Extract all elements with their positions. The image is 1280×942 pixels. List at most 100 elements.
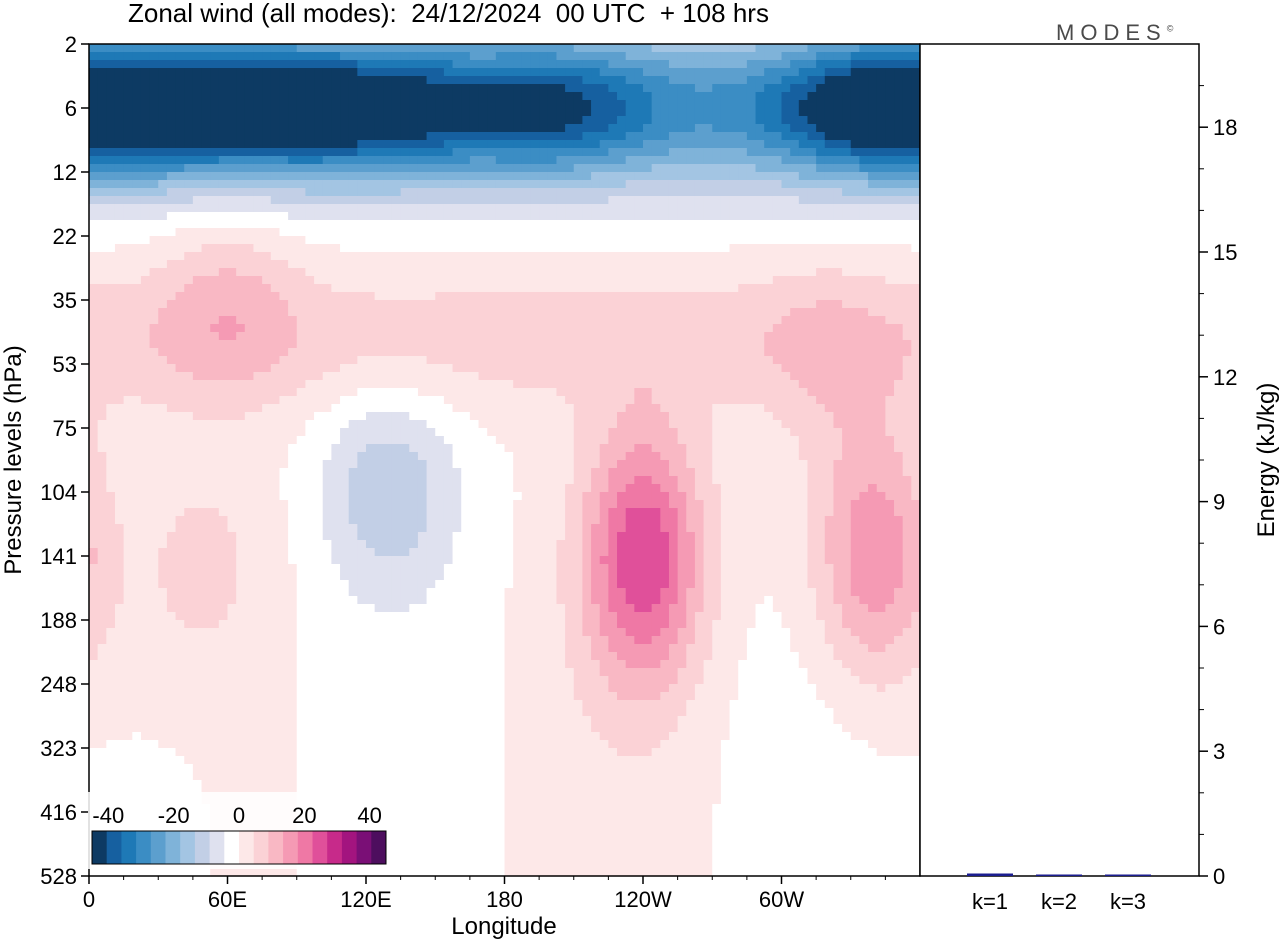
heatmap-cell xyxy=(513,332,523,341)
heatmap-cell xyxy=(149,164,159,173)
heatmap-cell xyxy=(244,420,255,429)
heatmap-cell xyxy=(573,180,584,189)
heatmap-cell xyxy=(357,284,367,293)
heatmap-cell xyxy=(417,124,428,133)
heatmap-cell xyxy=(625,148,635,157)
heatmap-cell xyxy=(668,404,679,413)
heatmap-cell xyxy=(114,308,125,317)
heatmap-cell xyxy=(106,324,116,333)
heatmap-cell xyxy=(591,172,601,181)
heatmap-cell xyxy=(452,140,462,149)
heatmap-cell xyxy=(617,116,627,125)
heatmap-cell xyxy=(521,372,532,381)
heatmap-cell xyxy=(244,444,255,453)
heatmap-cell xyxy=(314,420,324,429)
heatmap-cell xyxy=(175,452,185,461)
heatmap-cell xyxy=(210,76,220,85)
heatmap-cell xyxy=(106,404,116,413)
heatmap-cell xyxy=(764,356,774,365)
heatmap-cell xyxy=(409,388,419,397)
heatmap-cell xyxy=(738,244,748,253)
heatmap-cell xyxy=(218,44,229,53)
heatmap-cell xyxy=(279,188,289,197)
heatmap-cell xyxy=(366,76,376,85)
heatmap-cell xyxy=(244,332,255,341)
heatmap-cell xyxy=(781,140,791,149)
heatmap-cell xyxy=(227,388,237,397)
heatmap-cell xyxy=(383,164,393,173)
heatmap-cell xyxy=(729,260,739,269)
heatmap-cell xyxy=(565,228,575,237)
heatmap-cell xyxy=(262,156,272,165)
heatmap-cell xyxy=(409,204,419,213)
heatmap-cell xyxy=(816,348,826,357)
heatmap-cell xyxy=(279,396,289,405)
heatmap-cell xyxy=(89,196,99,205)
heatmap-cell xyxy=(426,236,436,245)
heatmap-cell xyxy=(487,340,497,349)
heatmap-cell xyxy=(504,404,514,413)
heatmap-cell xyxy=(314,180,324,189)
heatmap-cell xyxy=(530,108,540,117)
heatmap-cell xyxy=(366,420,376,429)
heatmap-cell xyxy=(694,60,705,69)
heatmap-cell xyxy=(106,60,116,69)
heatmap-cell xyxy=(504,52,514,61)
heatmap-cell xyxy=(608,396,618,405)
heatmap-cell xyxy=(114,452,125,461)
heatmap-cell xyxy=(911,348,921,357)
heatmap-cell xyxy=(738,140,748,149)
heatmap-cell xyxy=(132,212,142,221)
heatmap-cell xyxy=(530,212,540,221)
heatmap-cell xyxy=(348,452,358,461)
heatmap-cell xyxy=(729,68,739,77)
heatmap-cell xyxy=(140,372,151,381)
heatmap-cell xyxy=(305,236,315,245)
heatmap-cell xyxy=(712,412,722,421)
heatmap-cell xyxy=(738,364,748,373)
heatmap-cell xyxy=(461,276,471,285)
heatmap-cell xyxy=(617,452,627,461)
heatmap-cell xyxy=(850,124,861,133)
heatmap-cell xyxy=(279,372,289,381)
heatmap-cell xyxy=(296,292,307,301)
heatmap-cell xyxy=(608,380,618,389)
heatmap-cell xyxy=(400,348,410,357)
heatmap-cell xyxy=(660,348,670,357)
heatmap-cell xyxy=(140,388,151,397)
heatmap-cell xyxy=(357,324,367,333)
heatmap-cell xyxy=(227,252,237,261)
heatmap-cell xyxy=(712,340,722,349)
heatmap-cell xyxy=(166,164,177,173)
heatmap-cell xyxy=(539,132,549,141)
heatmap-cell xyxy=(417,172,428,181)
heatmap-cell xyxy=(340,372,350,381)
heatmap-cell xyxy=(894,444,904,453)
heatmap-cell xyxy=(660,76,670,85)
heatmap-cell xyxy=(807,132,817,141)
heatmap-cell xyxy=(547,364,558,373)
heatmap-cell xyxy=(902,412,912,421)
heatmap-cell xyxy=(158,404,168,413)
heatmap-cell xyxy=(452,100,462,109)
heatmap-cell xyxy=(400,236,410,245)
heatmap-cell xyxy=(634,100,644,109)
heatmap-cell xyxy=(556,428,566,437)
heatmap-cell xyxy=(123,356,133,365)
heatmap-cell xyxy=(755,420,765,429)
heatmap-cell xyxy=(513,356,523,365)
heatmap-cell xyxy=(643,108,653,117)
heatmap-cell xyxy=(876,84,886,93)
heatmap-cell xyxy=(720,92,731,101)
heatmap-cell xyxy=(902,156,912,165)
heatmap-cell xyxy=(651,276,661,285)
heatmap-cell xyxy=(703,180,713,189)
heatmap-cell xyxy=(868,92,878,101)
heatmap-cell xyxy=(876,156,886,165)
heatmap-cell xyxy=(686,164,696,173)
heatmap-cell xyxy=(366,372,376,381)
heatmap-cell xyxy=(435,172,445,181)
heatmap-cell xyxy=(262,196,272,205)
heatmap-cell xyxy=(366,388,376,397)
heatmap-cell xyxy=(340,132,350,141)
